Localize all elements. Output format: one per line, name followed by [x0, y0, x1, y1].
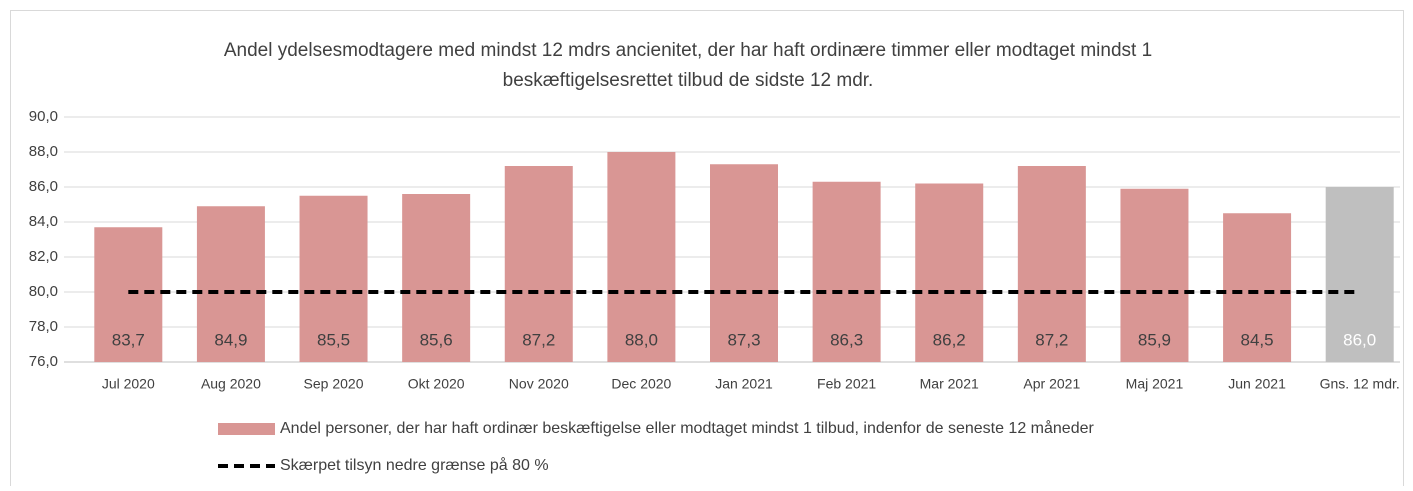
y-tick-label: 76,0 [29, 353, 58, 370]
x-tick-label: Apr 2021 [1023, 376, 1080, 392]
y-tick-label: 78,0 [29, 318, 58, 335]
bar [402, 194, 471, 362]
bar [1120, 188, 1189, 362]
data-label: 84,5 [1241, 330, 1274, 349]
x-tick-label: Jul 2020 [102, 376, 155, 392]
chart-title: beskæftigelsesrettet tilbud de sidste 12… [503, 70, 874, 91]
y-tick-label: 82,0 [29, 248, 58, 265]
data-label: 86,0 [1343, 330, 1376, 349]
data-label: 85,9 [1138, 330, 1171, 349]
data-label: 85,5 [317, 330, 350, 349]
legend-swatch [218, 423, 275, 435]
bar [94, 227, 163, 362]
data-label: 86,3 [830, 330, 863, 349]
data-label: 85,6 [420, 330, 453, 349]
bar [915, 183, 984, 362]
x-tick-label: Dec 2020 [611, 376, 671, 392]
x-tick-label: Jun 2021 [1228, 376, 1286, 392]
x-tick-label: Jan 2021 [715, 376, 773, 392]
bar [812, 181, 881, 362]
x-tick-label: Feb 2021 [817, 376, 876, 392]
bar [1325, 187, 1394, 362]
x-tick-label: Aug 2020 [201, 376, 261, 392]
data-label: 87,2 [1035, 330, 1068, 349]
y-tick-label: 80,0 [29, 283, 58, 300]
y-tick-label: 88,0 [29, 143, 58, 160]
data-label: 83,7 [112, 330, 145, 349]
data-label: 88,0 [625, 330, 658, 349]
x-tick-label: Okt 2020 [408, 376, 465, 392]
data-label: 87,3 [727, 330, 760, 349]
legend-label: Andel personer, der har haft ordinær bes… [280, 419, 1094, 437]
bar [1223, 213, 1292, 362]
x-tick-label: Mar 2021 [920, 376, 979, 392]
data-label: 86,2 [933, 330, 966, 349]
data-label: 87,2 [522, 330, 555, 349]
bar [196, 206, 265, 362]
y-tick-label: 86,0 [29, 178, 58, 195]
chart-title: Andel ydelsesmodtagere med mindst 12 mdr… [224, 40, 1152, 61]
x-tick-label: Nov 2020 [509, 376, 569, 392]
bar [1017, 166, 1086, 362]
x-tick-label: Gns. 12 mdr. [1320, 376, 1400, 392]
bar [504, 166, 573, 362]
y-tick-label: 90,0 [29, 108, 58, 125]
bar [607, 152, 676, 362]
x-tick-label: Maj 2021 [1126, 376, 1184, 392]
y-tick-label: 84,0 [29, 213, 58, 230]
x-tick-label: Sep 2020 [304, 376, 364, 392]
bar [299, 195, 368, 362]
bar [710, 164, 778, 362]
legend-label: Skærpet tilsyn nedre grænse på 80 % [280, 456, 549, 474]
data-label: 84,9 [214, 330, 247, 349]
